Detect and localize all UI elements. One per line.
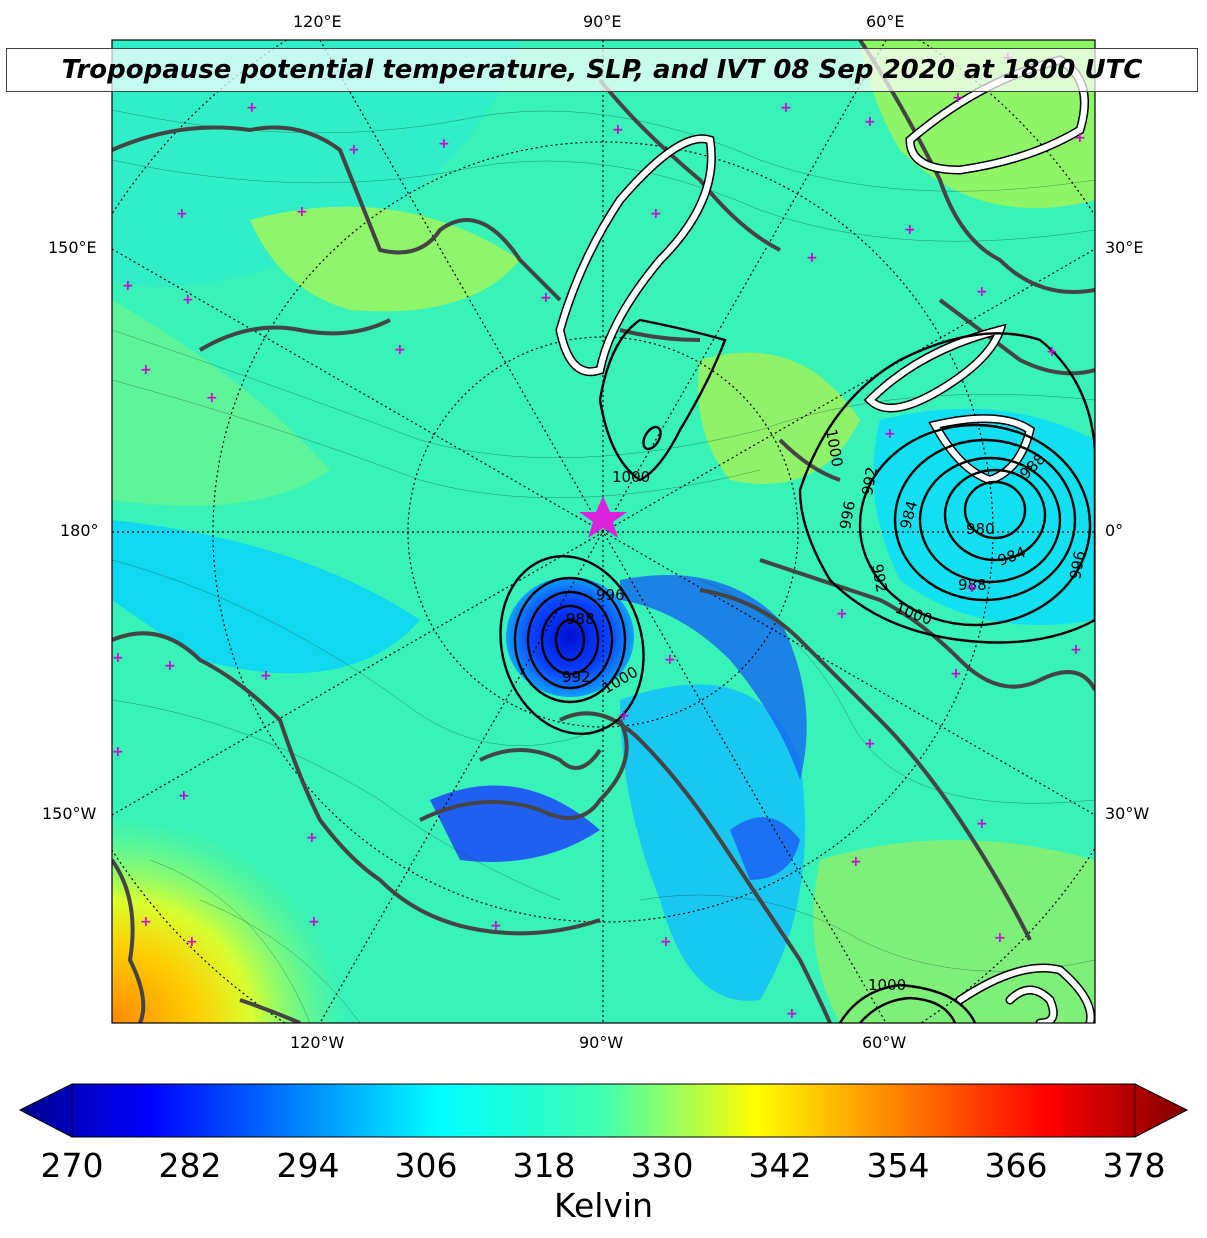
slp-label: 992 (868, 563, 891, 594)
slp-label: 992 (858, 465, 881, 496)
slp-label: 1000 (868, 976, 906, 994)
svg-text:+: + (540, 290, 552, 306)
svg-text:+: + (178, 788, 190, 804)
svg-text:+: + (952, 90, 964, 106)
colorbar-tick: 318 (512, 1146, 576, 1185)
theta-region-nw (112, 40, 520, 287)
svg-text:+: + (176, 206, 188, 222)
svg-text:+: + (394, 342, 406, 358)
graticule (112, 40, 1095, 1023)
colorbar-gradient (18, 1083, 1189, 1138)
theta-contours (112, 109, 1095, 1023)
theta-region-cold-west (112, 520, 420, 674)
svg-text:+: + (112, 744, 124, 760)
theta-region-west (112, 300, 330, 506)
svg-text:+: + (780, 100, 792, 116)
lon-label-top: 120°E (293, 12, 342, 31)
svg-text:+: + (260, 668, 272, 684)
lon-label-top: 90°E (583, 12, 622, 31)
station-markers: +++ + ++ +++ +++ +++ ++ + ++ + ++ + ++ + ++ + … (112, 50, 1086, 1022)
colorbar-tick: 270 (40, 1146, 104, 1185)
north-pole-star-icon (579, 496, 627, 538)
lon-label-bottom: 90°W (579, 1033, 624, 1052)
theta-region-warm-se (813, 840, 1095, 1023)
svg-text:+: + (308, 914, 320, 930)
lon-label-right: 0° (1105, 521, 1124, 540)
svg-text:+: + (950, 666, 962, 682)
map-panel: 1000 996 988 992 1000 1000 992 996 984 9… (112, 40, 1095, 1023)
slp-label: 988 (566, 610, 595, 628)
svg-text:+: + (966, 580, 978, 596)
svg-text:+: + (976, 816, 988, 832)
colorbar-tick: 330 (630, 1146, 694, 1185)
slp-label: 1000 (612, 468, 650, 486)
map-title: Tropopause potential temperature, SLP, a… (6, 48, 1198, 92)
colorbar-label: Kelvin (553, 1186, 654, 1225)
slp-label: 980 (966, 520, 995, 538)
svg-text:+: + (864, 736, 876, 752)
theta-region-cold-south (620, 684, 805, 1001)
lon-label-top: 60°E (866, 12, 905, 31)
lon-label-right: 30°W (1105, 804, 1150, 823)
svg-text:+: + (438, 136, 450, 152)
theta-region-warm-center (698, 352, 860, 484)
svg-text:+: + (612, 122, 624, 138)
theta-region-cold-east (873, 408, 1095, 625)
slp-label: 996 (596, 586, 625, 604)
slp-label: 996 (1066, 549, 1089, 580)
svg-text:+: + (850, 854, 862, 870)
map-frame (111, 39, 1096, 1024)
svg-text:+: + (164, 658, 176, 674)
svg-text:+: + (864, 114, 876, 130)
colorbar (18, 1083, 1189, 1138)
svg-text:+: + (650, 206, 662, 222)
theta-region-warm-north (250, 206, 520, 312)
svg-text:+: + (884, 426, 896, 442)
svg-text:+: + (664, 652, 676, 668)
svg-text:+: + (296, 204, 308, 220)
svg-text:+: + (206, 390, 218, 406)
svg-text:+: + (660, 934, 672, 950)
colorbar-tick: 366 (984, 1146, 1048, 1185)
svg-text:+: + (786, 1006, 798, 1022)
lon-label-left: 150°E (48, 238, 97, 257)
svg-text:+: + (976, 284, 988, 300)
svg-text:+: + (1074, 130, 1086, 146)
svg-text:+: + (1070, 642, 1082, 658)
lon-label-left: 180° (60, 521, 99, 540)
svg-text:+: + (306, 830, 318, 846)
svg-text:+: + (1046, 344, 1058, 360)
svg-text:+: + (140, 362, 152, 378)
colorbar-tick: 282 (158, 1146, 222, 1185)
svg-text:+: + (994, 930, 1006, 946)
slp-label: 996 (836, 499, 859, 530)
svg-text:+: + (140, 914, 152, 930)
svg-text:+: + (348, 142, 360, 158)
lon-label-left: 150°W (42, 804, 97, 823)
svg-text:+: + (122, 278, 134, 294)
slp-label: 988 (958, 576, 987, 594)
svg-text:+: + (186, 934, 198, 950)
svg-text:+: + (490, 918, 502, 934)
colorbar-tick: 306 (394, 1146, 458, 1185)
colorbar-tick: 342 (748, 1146, 812, 1185)
theta-cold-arc (620, 575, 807, 780)
svg-text:+: + (836, 606, 848, 622)
lon-label-right: 30°E (1105, 238, 1144, 257)
svg-text:+: + (246, 100, 258, 116)
theta-cold-pocket (730, 817, 800, 880)
colorbar-tick: 378 (1102, 1146, 1166, 1185)
lon-label-bottom: 60°W (862, 1033, 907, 1052)
svg-text:+: + (904, 222, 916, 238)
svg-text:+: + (182, 292, 194, 308)
colorbar-tick: 354 (866, 1146, 930, 1185)
svg-text:+: + (112, 650, 124, 666)
svg-text:+: + (618, 708, 630, 724)
svg-text:+: + (806, 250, 818, 266)
ivt-contours (556, 56, 1094, 1023)
slp-label: 992 (562, 668, 591, 686)
lon-label-bottom: 120°W (290, 1033, 345, 1052)
colorbar-tick: 294 (276, 1146, 340, 1185)
